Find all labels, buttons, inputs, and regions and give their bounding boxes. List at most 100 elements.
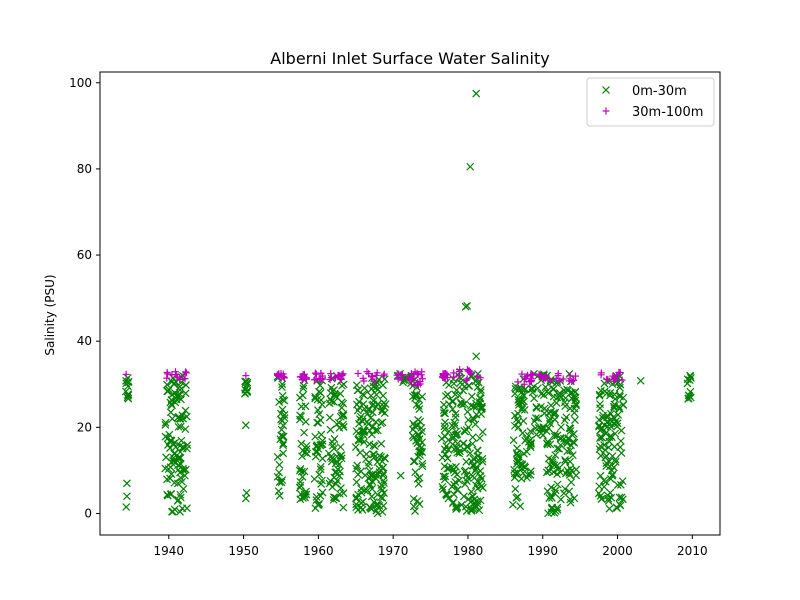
data-point [540, 375, 548, 383]
data-point [511, 485, 520, 493]
data-point [551, 451, 560, 460]
data-point [569, 392, 578, 401]
data-point [615, 383, 624, 392]
data-point [609, 372, 617, 380]
data-point [463, 375, 471, 383]
data-point [409, 433, 418, 442]
data-point [280, 396, 289, 405]
data-point [448, 463, 456, 472]
data-point [471, 465, 480, 474]
data-point [410, 374, 418, 382]
data-point [440, 445, 449, 454]
data-point [365, 426, 374, 435]
data-point [686, 387, 695, 396]
data-point [355, 403, 364, 412]
chart-title: Alberni Inlet Surface Water Salinity [270, 49, 549, 68]
data-point [360, 438, 368, 447]
data-point [163, 380, 171, 389]
data-point [469, 454, 478, 463]
data-point [530, 417, 539, 426]
data-point [412, 390, 421, 399]
data-point [520, 380, 528, 388]
data-point [409, 381, 417, 390]
data-point [302, 487, 310, 496]
data-point [366, 471, 375, 480]
data-point [279, 421, 288, 430]
data-point [337, 454, 346, 463]
data-point [476, 374, 484, 382]
data-point [565, 424, 574, 432]
data-point [617, 449, 626, 457]
data-point [615, 402, 623, 411]
data-point [545, 467, 554, 476]
y-tick-label: 40 [77, 334, 92, 348]
data-point [448, 405, 457, 414]
data-point [528, 370, 536, 378]
data-point [529, 371, 537, 379]
data-point [183, 504, 191, 513]
y-tick-label: 0 [84, 506, 92, 520]
series-0m-30m [121, 89, 695, 518]
data-point [316, 416, 325, 425]
data-point [554, 370, 562, 378]
data-point [568, 388, 576, 397]
data-point [451, 502, 460, 511]
data-point [418, 459, 427, 468]
data-point [521, 385, 530, 393]
data-point [330, 444, 338, 453]
data-point [462, 507, 471, 516]
data-point [380, 370, 388, 378]
data-point [468, 414, 477, 422]
data-point [161, 421, 170, 429]
data-point [352, 478, 361, 487]
data-point [460, 426, 469, 435]
x-tick-label: 1980 [453, 544, 484, 558]
data-point [414, 432, 423, 441]
data-point [595, 434, 604, 443]
data-point [167, 490, 176, 498]
data-point [519, 416, 528, 425]
data-point [381, 400, 390, 409]
data-point [597, 369, 605, 377]
data-point [441, 472, 450, 481]
data-point [472, 352, 481, 361]
data-point [332, 480, 340, 488]
data-point [124, 377, 133, 386]
data-point [542, 427, 551, 436]
data-point [415, 448, 424, 456]
data-point [545, 460, 554, 469]
data-point [611, 455, 620, 464]
data-point [379, 391, 388, 400]
data-point [182, 412, 191, 421]
plot-frame [99, 71, 721, 536]
data-point [353, 461, 362, 470]
data-point [462, 470, 471, 479]
data-point [459, 492, 468, 501]
data-point [556, 435, 565, 443]
data-point [297, 412, 306, 421]
data-point [278, 380, 287, 389]
data-point [418, 375, 426, 383]
data-point [412, 436, 420, 445]
data-point [314, 406, 322, 415]
data-point [124, 390, 133, 399]
data-point [451, 421, 459, 430]
data-point [278, 476, 287, 485]
series-30m-100m [122, 366, 626, 389]
data-point [377, 481, 386, 490]
data-point [327, 383, 336, 392]
data-point [559, 375, 567, 383]
data-point [566, 446, 575, 455]
data-point [527, 377, 535, 385]
data-point [295, 483, 304, 492]
data-point [519, 469, 528, 477]
data-point [568, 431, 577, 440]
data-point [605, 433, 614, 442]
data-point [455, 476, 464, 485]
data-point [607, 409, 615, 418]
data-point [453, 502, 462, 511]
data-point [161, 418, 170, 427]
data-point [243, 378, 252, 387]
data-point [445, 381, 453, 389]
data-point [463, 407, 472, 416]
